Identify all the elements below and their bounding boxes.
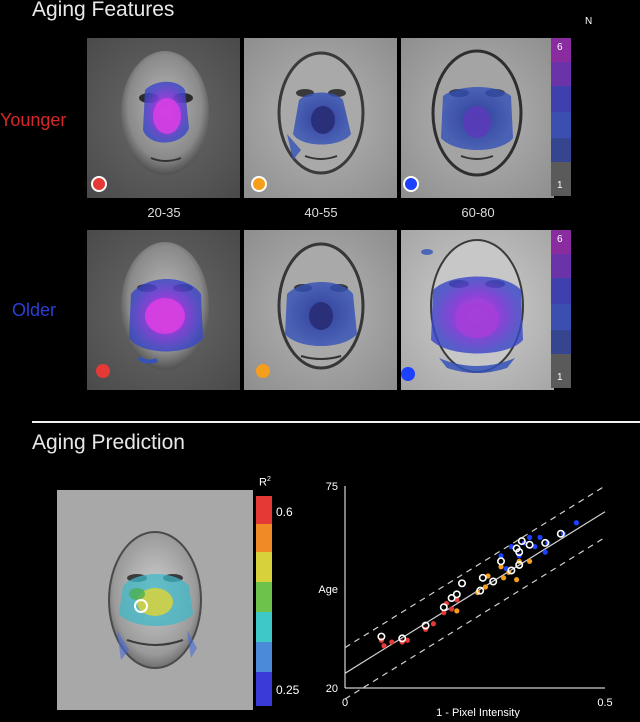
panel-older-20-35 (87, 230, 240, 390)
group-dot-old-row (403, 176, 419, 192)
highlighted-point-8 (489, 577, 498, 586)
highlighted-point-12 (515, 560, 524, 569)
n-legend2-top-label: 6 (557, 234, 563, 245)
n-legend-bottom-label: 1 (557, 180, 563, 191)
highlighted-point-4 (447, 594, 456, 603)
r2-legend-bottom-label: 0.25 (276, 683, 300, 697)
r2-legend-bar (256, 496, 272, 706)
panel-older-60-80 (401, 230, 554, 390)
x-tick-left: 0 (342, 697, 348, 709)
n-legend-top-label: 6 (557, 42, 563, 53)
highlighted-point-9 (497, 557, 506, 566)
highlighted-point-2 (421, 621, 430, 630)
panel-younger-20-35 (87, 38, 240, 198)
col-label-20-35: 20-35 (147, 205, 181, 220)
group-dot-young-row2 (96, 364, 110, 378)
highlighted-point-1 (398, 634, 407, 643)
n-legend-bar-bottom (551, 230, 571, 388)
data-point-series-2-11 (573, 520, 579, 526)
highlighted-point-13 (517, 537, 526, 546)
section-divider (32, 421, 640, 423)
highlighted-point-17 (512, 544, 521, 553)
col-label-60-80: 60-80 (461, 205, 495, 220)
highlighted-point-0 (377, 632, 386, 641)
x-axis-label: 1 - Pixel Intensity (436, 707, 520, 718)
y-axis-label: Age (318, 584, 338, 596)
group-dot-mid-row (251, 176, 267, 192)
highlighted-point-7 (478, 573, 487, 582)
panel-older-40-55 (244, 230, 397, 390)
col-label-40-55: 40-55 (304, 205, 338, 220)
highlighted-point-6 (476, 586, 485, 595)
age-scatter-chart: 75 20 Age 0 0.5 1 - Pixel Intensity (318, 481, 612, 718)
highlighted-point-3 (439, 603, 448, 612)
panel-younger-60-80 (401, 38, 554, 198)
confidence-band-line-0 (344, 485, 606, 649)
aging-features-panels (87, 38, 554, 390)
data-point-series-1-2 (482, 584, 488, 590)
panel-younger-40-55 (244, 38, 397, 198)
data-point-series-1-0 (454, 608, 460, 614)
n-legend-bar-top (551, 38, 571, 196)
data-point-series-2-0 (498, 553, 504, 559)
group-dot-young-row (91, 176, 107, 192)
highlighted-point-5 (452, 590, 461, 599)
data-point-series-1-7 (514, 577, 520, 583)
confidence-band-line-1 (344, 536, 606, 700)
data-point-series-1-5 (501, 575, 507, 581)
r2-face-map (57, 490, 253, 710)
data-point-series-0-1 (381, 643, 387, 649)
highlighted-point-10 (507, 566, 516, 575)
data-point-series-1-4 (498, 564, 504, 570)
row-label-younger: Younger (0, 110, 67, 130)
data-point-series-2-5 (527, 534, 533, 541)
aging-prediction-title: Aging Prediction (32, 431, 185, 454)
fit-line (344, 511, 606, 674)
r2-legend-title: R2 (259, 476, 271, 489)
group-dot-mid-row2 (256, 364, 270, 378)
data-point-series-2-8 (542, 549, 548, 555)
n-legend-title: N (585, 16, 593, 27)
group-dot-old-row2 (401, 367, 415, 381)
data-point-series-1-9 (527, 558, 533, 564)
aging-features-title: Aging Features (32, 0, 175, 21)
data-point-series-0-6 (430, 621, 436, 627)
highlighted-point-14 (525, 540, 534, 549)
data-point-series-0-9 (449, 606, 455, 612)
data-point-series-0-2 (389, 639, 395, 645)
r2-legend-top-label: 0.6 (276, 505, 293, 519)
data-point-series-2-7 (537, 534, 543, 541)
y-tick-top: 75 (326, 481, 338, 493)
row-label-older: Older (12, 300, 57, 320)
y-tick-bottom: 20 (326, 683, 338, 695)
x-tick-right: 0.5 (597, 697, 612, 709)
highlighted-point-18 (556, 529, 565, 538)
data-point-series-0-7 (441, 610, 447, 616)
highlighted-point-15 (541, 538, 550, 547)
highlighted-point-16 (458, 579, 467, 588)
n-legend2-bottom-label: 1 (557, 372, 563, 383)
